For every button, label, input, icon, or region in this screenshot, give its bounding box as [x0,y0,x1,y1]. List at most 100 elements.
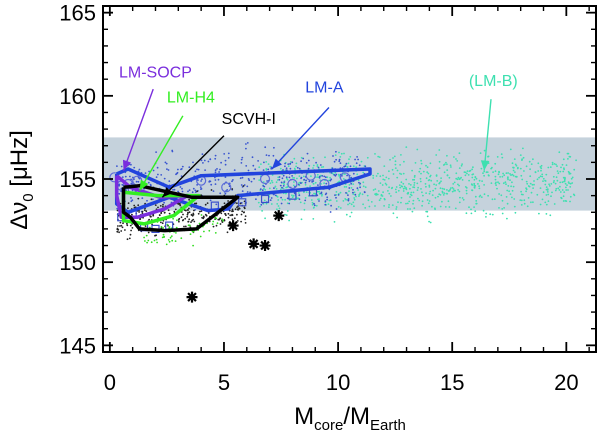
cloud-point [236,202,238,205]
cloud-point [312,207,315,209]
cloud-point [190,221,192,224]
cloud-point [295,162,298,165]
cloud-point [405,146,408,149]
cloud-point [563,191,566,194]
cloud-point [300,156,303,159]
cloud-point [167,209,170,212]
cloud-point [324,156,326,159]
cloud-point [490,182,493,185]
cloud-point [326,198,328,201]
cloud-point [284,165,286,168]
cloud-point [163,177,166,180]
cloud-point [194,189,197,192]
cloud-point [460,164,463,167]
cloud-point [553,180,555,182]
cloud-point [311,181,313,183]
cloud-point [419,177,422,180]
cloud-point [561,181,564,184]
x-title-main: M [294,403,314,430]
asterisk-marker [186,291,198,303]
y-title-unit: [μHz] [6,130,33,193]
cloud-point [200,180,203,182]
x-tick-label: 0 [104,370,116,395]
cloud-point [349,155,352,158]
cloud-point [268,154,270,157]
cloud-point [441,187,444,190]
cloud-point [545,186,548,189]
cloud-point [571,176,574,179]
cloud-point [539,187,542,190]
cloud-point [504,181,507,184]
cloud-point [206,202,209,205]
cloud-point [465,189,468,192]
annotation-arrow-head [480,160,490,171]
cloud-point [433,183,435,186]
cloud-point [219,168,221,171]
cloud-point [353,191,356,194]
cloud-point [568,155,571,158]
cloud-point [144,172,147,175]
cloud-point [220,161,223,164]
cloud-point [528,185,531,188]
cloud-point [434,187,437,190]
cloud-point [229,214,232,217]
cloud-point [266,180,268,182]
cloud-point [172,189,174,191]
cloud-point [241,176,244,179]
cloud-point [154,234,156,237]
cloud-point [192,187,195,190]
cloud-point [216,222,219,225]
cloud-point [315,204,318,207]
cloud-point [347,198,350,200]
cloud-point [400,181,403,184]
cloud-point [267,168,270,171]
annotation-lm-h4: LM-H4 [138,89,215,191]
cloud-point [180,216,183,219]
cloud-point [364,207,367,209]
cloud-point [176,219,178,222]
cloud-point [335,158,337,161]
cloud-point [335,173,338,176]
cloud-point [541,198,544,201]
cloud-point [233,217,236,220]
cloud-point [501,212,504,215]
cloud-point [252,164,255,167]
cloud-point [558,151,561,154]
cloud-point [227,212,230,215]
cloud-point [350,187,353,189]
cloud-point [441,190,444,193]
cloud-point [181,165,184,168]
annotation-arrow-line [271,106,330,170]
cloud-point [282,182,285,185]
cloud-point [285,192,287,195]
cloud-point [192,244,195,247]
annotation-scvh-i: SCVH-I [161,111,276,198]
cloud-point [509,148,512,151]
cloud-point [383,179,386,181]
cloud-point [137,197,140,200]
cloud-point [241,156,244,159]
annotation-label: SCVH-I [222,111,276,128]
cloud-point [150,241,153,244]
cloud-point [288,219,290,222]
cloud-point [339,191,342,194]
x-axis-title: Mcore/MEarth [294,403,406,432]
cloud-point [388,170,390,173]
cloud-point [520,199,523,202]
cloud-point [533,183,535,186]
cloud-point [145,210,148,213]
cloud-point [286,178,289,181]
x-title-sub2: Earth [370,417,406,432]
cloud-point [569,200,571,203]
cloud-point [354,158,356,161]
cloud-point [496,187,498,190]
cloud-point [286,202,289,205]
cloud-point [392,173,395,175]
cloud-point [175,226,178,229]
cloud-point [162,203,164,206]
y-tick-label: 160 [59,84,96,109]
cloud-point [505,183,507,186]
cloud-point [329,199,332,202]
cloud-point [295,165,297,168]
cloud-point [427,202,430,205]
